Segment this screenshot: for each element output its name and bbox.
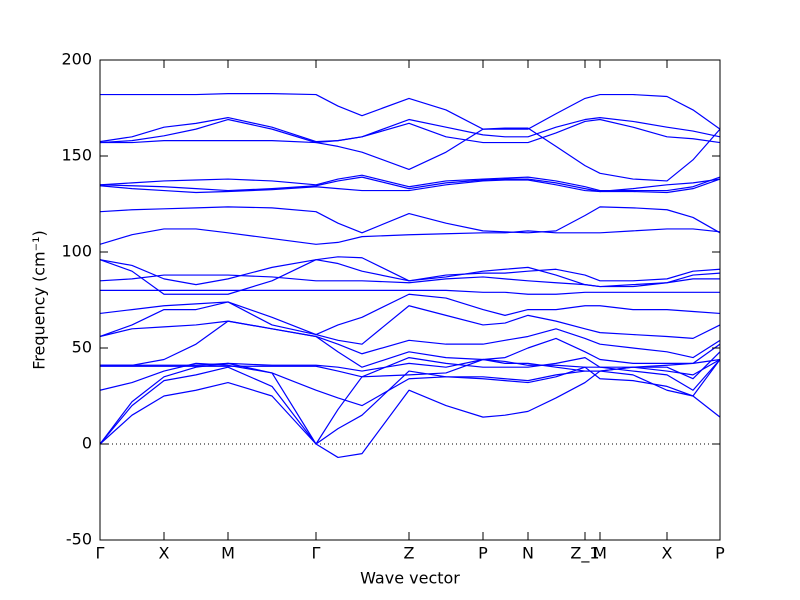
x-tick-label: Γ — [96, 544, 105, 563]
band-line — [99, 301, 721, 345]
band-line — [99, 176, 721, 194]
x-tick-label: M — [221, 544, 235, 563]
y-tick-label: 150 — [61, 146, 92, 165]
x-axis-label: Wave vector — [360, 569, 460, 588]
band-line — [99, 320, 721, 359]
band-line — [99, 256, 721, 286]
band-line — [99, 178, 721, 194]
band-line — [99, 370, 721, 459]
band-line — [99, 293, 721, 336]
x-tick-label: P — [478, 544, 488, 563]
x-tick-label: P — [715, 544, 725, 563]
x-tick-label: Z_1 — [570, 544, 599, 564]
band-line — [99, 259, 721, 295]
band-line — [99, 359, 721, 445]
band-line — [99, 357, 721, 445]
band-line — [100, 358, 721, 372]
band-line — [99, 228, 721, 245]
y-tick-label: 50 — [72, 338, 92, 357]
x-tick-label: Z — [404, 544, 415, 563]
y-tick-label: 0 — [82, 434, 92, 453]
band-line — [100, 289, 720, 295]
plot-frame — [99, 59, 721, 541]
x-tick-label: N — [522, 544, 534, 563]
x-tick-label: M — [593, 544, 607, 563]
y-axis-label: Frequency (cm⁻¹) — [30, 230, 49, 369]
band-line — [100, 320, 721, 368]
band-line — [100, 92, 721, 130]
band-line — [99, 274, 720, 288]
band-line — [99, 206, 721, 234]
band-line — [99, 116, 721, 143]
x-tick-label: Γ — [312, 544, 321, 563]
band-line — [99, 118, 721, 182]
y-tick-label: 100 — [61, 242, 92, 261]
y-tick-label: -50 — [66, 530, 92, 549]
x-tick-label: X — [662, 544, 673, 563]
x-tick-label: X — [159, 544, 170, 563]
y-tick-label: 200 — [61, 50, 92, 69]
band-line — [100, 118, 721, 144]
band-line — [99, 351, 721, 407]
band-line — [99, 174, 721, 192]
